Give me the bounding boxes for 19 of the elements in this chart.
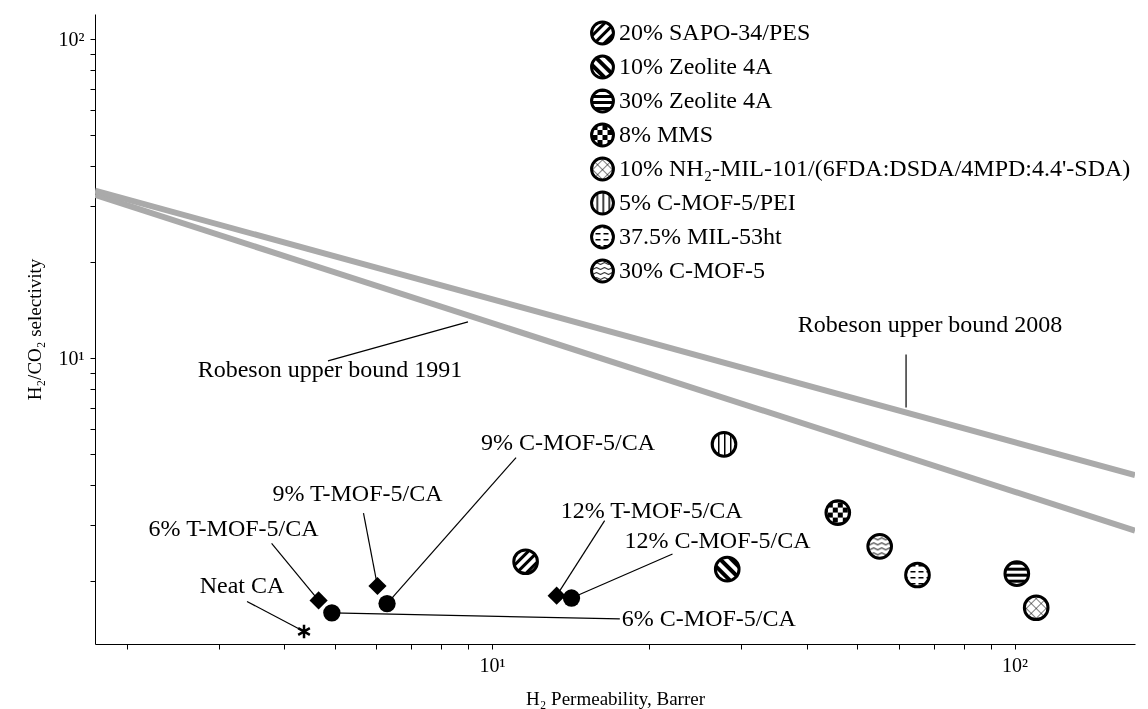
y-axis-title: H₂/CO₂ selectivity: [23, 258, 45, 401]
legend-label: 10% NH₂-MIL-101/(6FDA:DSDA/4MPD:4.4'-SDA): [619, 155, 1131, 181]
annotation: Robeson upper bound 1991: [197, 355, 463, 382]
legend-label: 20% SAPO-34/PES: [619, 19, 811, 45]
legend-label: 8% MMS: [619, 121, 714, 147]
annotation: Neat CA: [199, 572, 285, 599]
annotation: Robeson upper bound 2008: [797, 310, 1063, 337]
legend-label: 30% C-MOF-5: [619, 257, 766, 283]
legend-label: 37.5% MIL-53ht: [619, 223, 782, 249]
annotation: 9% T-MOF-5/CA: [272, 480, 444, 507]
x-axis-title: H₂ Permeability, Barrer: [526, 687, 706, 709]
annotation: 9% C-MOF-5/CA: [481, 428, 656, 455]
legend-label: 10% Zeolite 4A: [619, 53, 773, 79]
annotation: 12% C-MOF-5/CA: [624, 527, 812, 554]
annotation: 12% T-MOF-5/CA: [560, 496, 744, 523]
legend-label: 30% Zeolite 4A: [619, 87, 773, 113]
annotation: 6% C-MOF-5/CA: [621, 604, 797, 631]
annotation: 6% T-MOF-5/CA: [148, 515, 320, 542]
legend-label: 5% C-MOF-5/PEI: [619, 189, 796, 215]
